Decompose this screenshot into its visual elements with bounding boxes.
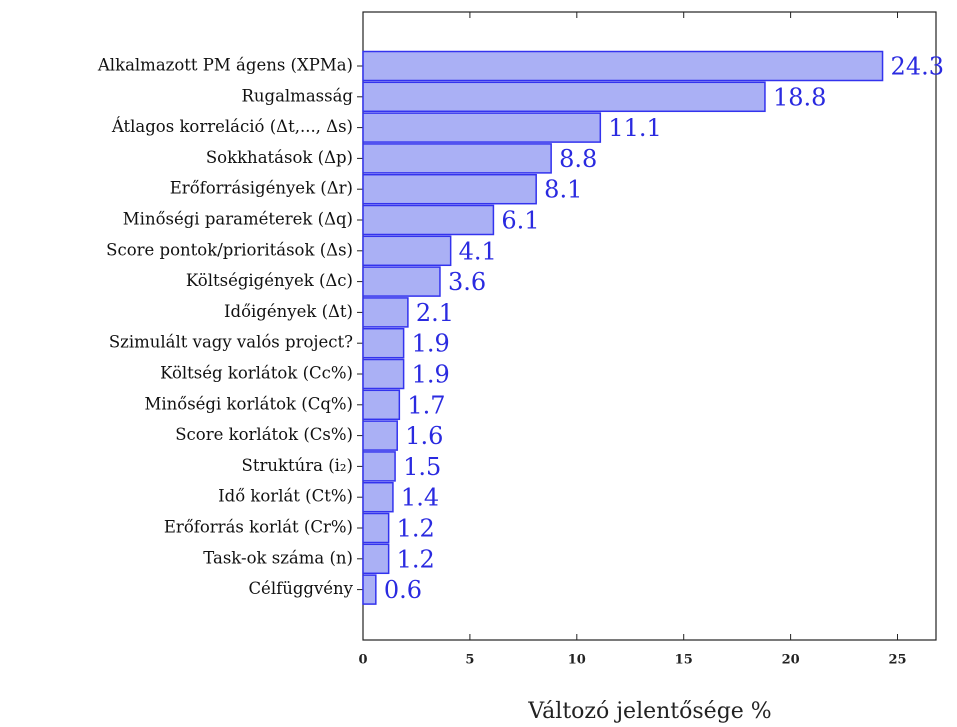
bar (362, 50, 884, 82)
bar (362, 81, 766, 113)
x-tick-label: 15 (675, 653, 693, 668)
x-tick-label: 0 (358, 653, 367, 668)
value-label: 6.1 (501, 207, 539, 235)
y-tick-label: Költség korlátok (Cc%) (160, 364, 353, 383)
y-tick-label: Alkalmazott PM ágens (XPMa) (97, 56, 353, 75)
y-tick-label: Rugalmasság (241, 86, 353, 105)
y-tick-label: Score pontok/prioritások (Δs) (106, 240, 353, 259)
x-axis-label: Változó jelentősége % (527, 699, 771, 724)
bar (362, 543, 390, 575)
value-label: 0.6 (384, 576, 422, 604)
bar (362, 112, 602, 143)
value-label: 2.1 (416, 299, 454, 327)
bar (362, 297, 409, 328)
y-tick-label: Szimulált vagy valós project? (109, 333, 353, 352)
value-label: 1.9 (412, 330, 450, 358)
bar (362, 327, 405, 359)
value-label: 3.6 (448, 268, 486, 296)
bar (362, 235, 452, 267)
value-label: 1.7 (407, 391, 445, 419)
y-tick-label: Idő korlát (Ct%) (218, 487, 353, 506)
value-label: 8.8 (559, 145, 597, 173)
y-tick-label: Task-ok száma (n) (203, 548, 353, 567)
value-label: 1.2 (397, 545, 435, 573)
y-tick-label: Időigények (Δt) (224, 302, 353, 321)
x-tick-label: 25 (888, 653, 906, 668)
bar (362, 358, 405, 390)
bar (362, 266, 441, 297)
bar (362, 204, 495, 236)
bar (362, 173, 537, 205)
x-tick-label: 10 (568, 653, 586, 668)
bar (362, 512, 390, 544)
y-tick-label: Átlagos korreláció (Δt,..., Δs) (111, 116, 353, 136)
value-label: 18.8 (773, 83, 826, 111)
y-tick-label: Score korlátok (Cs%) (175, 425, 353, 444)
value-label: 1.2 (397, 515, 435, 543)
x-tick-label: 20 (782, 653, 800, 668)
y-tick-label: Erőforrásigények (Δr) (170, 179, 353, 198)
y-tick-label: Sokkhatások (Δp) (206, 148, 353, 167)
value-label: 8.1 (544, 176, 582, 204)
value-label: 1.5 (403, 453, 441, 481)
bar (362, 481, 394, 513)
x-tick-label: 5 (465, 653, 474, 668)
value-label: 1.6 (405, 422, 443, 450)
y-tick-label: Minőségi paraméterek (Δq) (123, 210, 353, 229)
value-label: 1.9 (412, 361, 450, 389)
y-tick-label: Minőségi korlátok (Cq%) (144, 394, 353, 413)
value-label: 4.1 (459, 237, 497, 265)
y-tick-label: Erőforrás korlát (Cr%) (164, 518, 353, 537)
value-label: 24.3 (891, 53, 944, 81)
bar (362, 574, 377, 605)
bar (362, 389, 401, 421)
y-tick-label: Célfüggvény (248, 579, 353, 598)
bar (362, 451, 396, 482)
value-label: 11.1 (608, 114, 661, 142)
value-label: 1.4 (401, 484, 439, 512)
y-tick-label: Költségigények (Δc) (186, 271, 353, 290)
bar (362, 420, 398, 451)
y-tick-label: Struktúra (i₂) (242, 456, 353, 475)
bar (362, 143, 552, 174)
